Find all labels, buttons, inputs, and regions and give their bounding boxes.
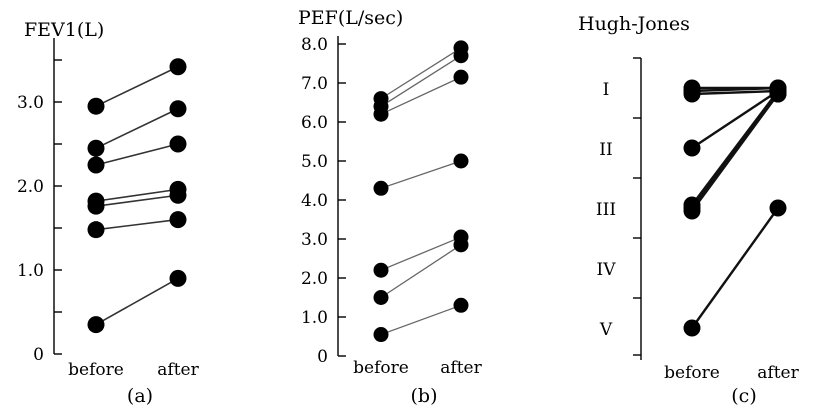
data-point-before [683,202,701,220]
data-point-before [683,85,701,103]
data-point-before [373,327,389,343]
y-tick-label: 3.0 [301,230,328,250]
data-point-before [683,319,701,337]
y-tick-label: 1.0 [17,261,44,281]
x-category-label: before [664,363,720,383]
x-category-label: before [353,358,409,378]
data-point-before [87,197,105,215]
series-line [380,304,462,336]
y-tick-label: 3.0 [17,93,44,113]
series-line [95,188,179,202]
data-point-before [87,97,105,115]
series-line [691,89,779,150]
y-tick-label: IV [597,260,617,280]
data-point-before [87,221,105,239]
panel-b: PEF(L/sec) 0 1.0 2.0 3.0 4.0 5.0 6.0 7.0 8.0 befor… [298,7,483,407]
data-point-after [453,48,469,64]
y-tick-label: 1.0 [301,308,328,328]
series-line [380,236,462,271]
data-point-before [87,139,105,157]
y-tick-label: III [596,200,616,220]
data-point-before [373,180,389,196]
y-tick-label: 2.0 [301,269,328,289]
y-tick-label: I [603,80,610,100]
series-line [380,55,462,107]
y-tick-label: 0 [33,345,44,365]
series-line [380,76,462,115]
data-point-before [373,262,389,278]
data-point-before [373,106,389,122]
x-category-label: before [68,360,124,380]
data-point-after [169,58,187,76]
panel-a: FEV1(L) 0 1.0 2.0 3.0 before after(a) [17,19,200,407]
data-point-after [169,135,187,153]
data-point-after [453,237,469,253]
data-point-before [87,156,105,174]
data-point-after [453,69,469,85]
x-category-label: after [757,363,799,383]
y-tick-label: 5.0 [301,152,328,172]
series-line [95,277,179,326]
data-point-after [453,297,469,313]
x-category-label: after [157,360,199,380]
series-line [95,194,179,207]
series-line [95,218,179,231]
panel-label: (a) [127,385,153,407]
series-line [691,207,779,329]
series-line [95,107,179,149]
data-point-before [373,290,389,305]
data-point-after [769,85,787,103]
panel-label: (b) [411,385,438,407]
y-tick-label: 6.0 [301,113,328,133]
series-line [380,160,462,189]
data-point-after [169,211,187,229]
y-tick-label: 0 [317,347,328,367]
data-point-after [169,269,187,287]
series-line [380,244,462,299]
chart-title: FEV1(L) [24,19,104,41]
panel-label: (c) [731,385,756,407]
y-tick-label: V [599,320,613,340]
series-line [95,143,179,166]
data-point-after [169,100,187,118]
y-tick-label: II [599,140,612,160]
data-point-before [683,139,701,157]
data-point-after [769,199,787,217]
y-tick-label: 2.0 [17,177,44,197]
series-line [691,86,779,93]
series-line [95,65,179,107]
data-point-after [453,153,469,169]
y-tick-label: 4.0 [301,191,328,211]
series-line [691,89,779,96]
y-tick-label: 8.0 [301,35,328,55]
series-line [691,93,779,212]
chart-title: PEF(L/sec) [298,7,403,29]
y-tick-label: 7.0 [301,74,328,94]
series-line [380,47,462,100]
series-line [691,90,779,206]
x-category-label: after [440,358,482,378]
chart-title: Hugh-Jones [578,13,690,35]
data-point-after [169,186,187,204]
data-point-before [87,316,105,334]
